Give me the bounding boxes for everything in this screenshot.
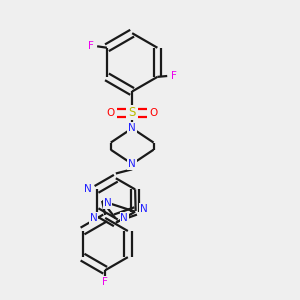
Text: O: O [106, 108, 115, 118]
Text: N: N [84, 184, 92, 194]
Text: O: O [149, 108, 158, 118]
Text: N: N [120, 213, 128, 223]
Text: N: N [90, 213, 98, 223]
Text: F: F [171, 71, 177, 81]
Text: N: N [140, 204, 148, 214]
Text: F: F [102, 277, 108, 286]
Text: N: N [104, 198, 111, 208]
Text: S: S [128, 106, 136, 119]
Text: N: N [128, 123, 136, 133]
Text: N: N [128, 159, 136, 169]
Text: F: F [88, 41, 94, 51]
